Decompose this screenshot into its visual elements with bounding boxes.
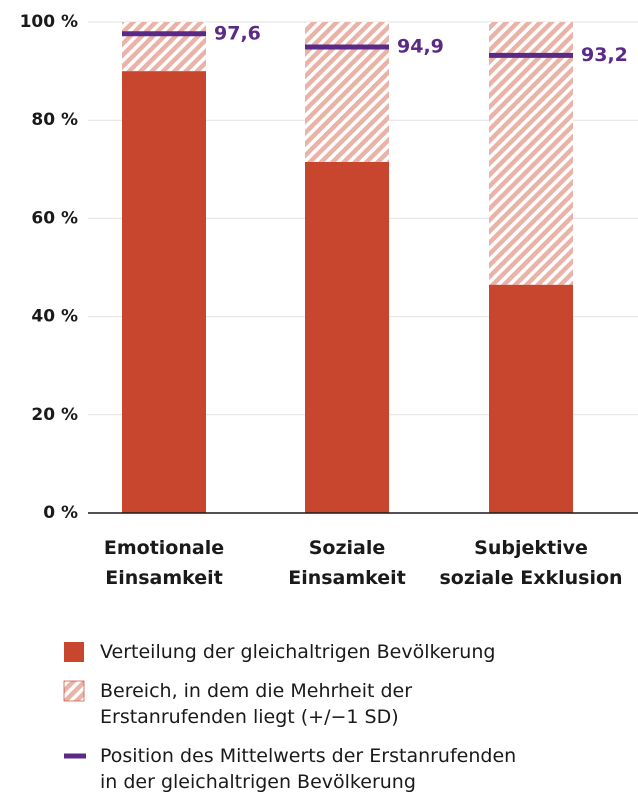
x-tick-label: Soziale Einsamkeit	[288, 537, 406, 589]
x-tick-line: Einsamkeit	[105, 567, 223, 589]
y-tick-label: 0 %	[43, 503, 78, 523]
legend-swatch	[63, 680, 85, 702]
x-tick-line: Einsamkeit	[288, 567, 406, 589]
value-label: 93,2	[581, 44, 628, 66]
y-tick-label: 100 %	[20, 12, 78, 32]
y-tick-label: 80 %	[31, 110, 78, 130]
legend-swatch	[64, 642, 84, 662]
x-tick-line: Subjektive	[474, 537, 588, 559]
y-tick-label: 20 %	[31, 405, 78, 425]
legend-line: Erstanrufenden liegt (+/−1 SD)	[100, 706, 399, 728]
legend-line: in der gleichaltrigen Bevölkerung	[100, 771, 416, 793]
legend-label: Bereich, in dem die Mehrheit der Erstanru…	[100, 680, 412, 728]
x-tick-label: Subjektive soziale Exklusion	[439, 537, 622, 589]
x-tick-line: Emotionale	[104, 537, 224, 559]
y-tick-label: 60 %	[31, 208, 78, 228]
x-tick-line: Soziale	[309, 537, 386, 559]
bar-segment	[305, 161, 389, 513]
x-tick-label: Emotionale Einsamkeit	[104, 537, 224, 589]
value-label: 97,6	[214, 22, 261, 44]
hatched-segment	[305, 22, 389, 162]
legend-label: Verteilung der gleichaltrigen Bevölkerun…	[100, 641, 495, 663]
bar-segment	[489, 284, 573, 513]
bar-segment	[122, 71, 206, 513]
legend-label: Position des Mittelwerts der Erstanrufen…	[100, 745, 516, 793]
hatched-segment	[489, 22, 573, 285]
hatched-segment	[122, 22, 206, 72]
value-label: 94,9	[397, 36, 444, 58]
legend-line: Verteilung der gleichaltrigen Bevölkerun…	[100, 641, 495, 663]
legend-line: Bereich, in dem die Mehrheit der	[100, 680, 412, 702]
x-tick-line: soziale Exklusion	[439, 567, 622, 589]
y-tick-label: 40 %	[31, 307, 78, 327]
legend-line: Position des Mittelwerts der Erstanrufen…	[100, 745, 516, 767]
